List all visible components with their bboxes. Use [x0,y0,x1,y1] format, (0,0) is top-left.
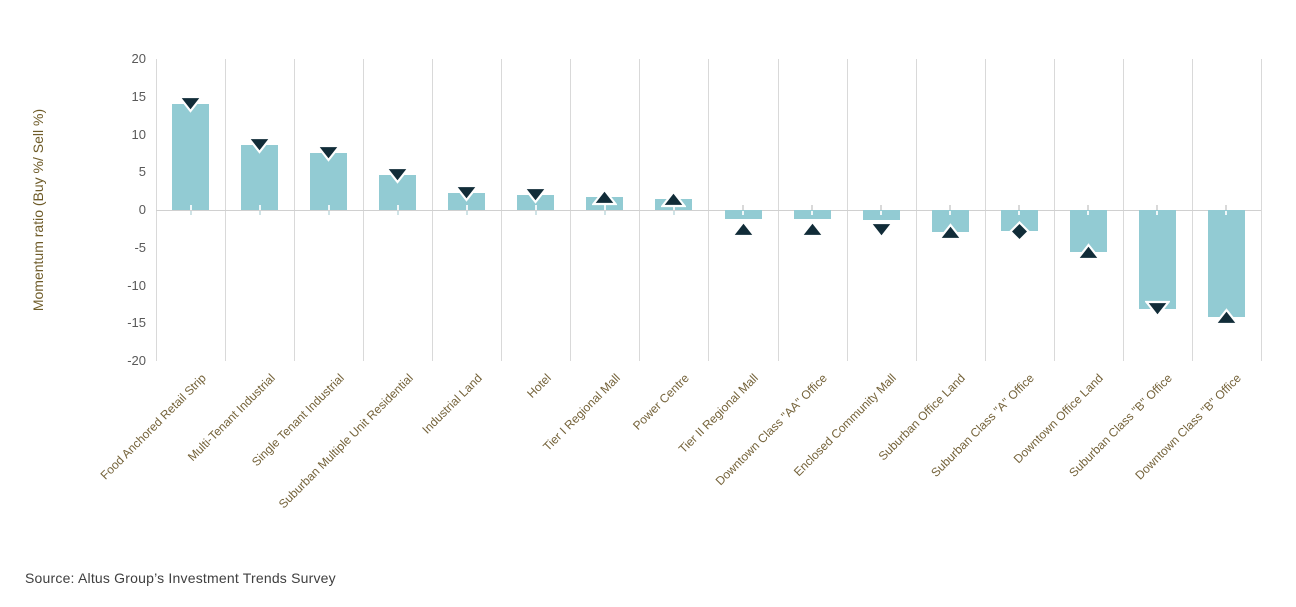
plot-gridline [1260,59,1262,361]
axis-tick [603,211,606,215]
axis-tick [742,211,744,215]
source-note: Source: Altus Group’s Investment Trends … [25,570,336,586]
axis-tick [327,211,330,215]
y-tick-label: -5 [134,239,146,255]
triangle-down-icon [246,136,273,154]
axis-tick [1087,205,1090,210]
category-label: Power Centre [630,371,692,433]
axis-tick [396,205,399,210]
bar [1000,210,1038,232]
triangle-down-icon [1144,300,1171,318]
bar-marker [315,144,342,162]
axis-tick [465,211,468,215]
bar-marker [177,95,204,114]
axis-tick [396,211,399,215]
y-tick-label: 15 [131,88,146,104]
bar [172,104,210,210]
bar-marker [1075,242,1102,261]
bar-marker [453,184,481,202]
bar-marker [522,186,550,204]
axis-tick [189,205,192,210]
bar-marker [1144,300,1171,318]
axis-tick [1225,205,1228,210]
y-tick-label: -20 [127,353,146,368]
triangle-up-icon [1075,242,1102,260]
axis-tick [189,211,192,215]
axis-tick [258,205,261,210]
bar [241,145,279,210]
triangle-down-icon [453,184,481,202]
y-tick-label: -15 [127,315,146,331]
axis-tick [1156,211,1159,215]
bar-marker [384,166,411,184]
category-label: Suburban Multiple Unit Residential [275,371,416,512]
axis-tick [811,205,814,210]
axis-tick [742,205,744,210]
axis-tick [534,211,537,215]
axis-tick [465,205,468,210]
category-label: Food Anchored Retail Strip [97,371,209,483]
bar-marker [591,188,619,206]
bar-marker [246,136,273,154]
y-tick-label: 0 [138,202,146,217]
axis-tick [1018,205,1021,210]
bar-marker [660,190,688,208]
triangle-up-icon [660,190,688,208]
axis-tick [1156,205,1159,210]
axis-tick [672,211,675,215]
bar-marker [1213,308,1240,326]
triangle-up-icon [1213,308,1240,326]
triangle-down-icon [384,166,411,184]
axis-tick [949,211,952,215]
triangle-down-icon [522,186,550,204]
category-label: Tier I Regional Mall [540,371,623,454]
axis-tick [880,205,883,210]
category-label: Industrial Land [419,371,485,437]
triangle-up-icon [798,220,826,238]
triangle-up-icon [936,223,964,240]
triangle-up-icon [591,188,619,206]
axis-tick [603,205,606,210]
category-label: Downtown Class "AA" Office [712,371,830,489]
y-tick-label: 10 [131,126,146,142]
y-tick-label: 20 [131,51,146,66]
axis-tick [1018,211,1021,215]
bar-marker [1008,220,1030,242]
y-tick-label: -10 [127,277,146,293]
bar [1138,210,1176,309]
y-tick-label: 5 [138,164,146,180]
axis-tick [1087,211,1090,215]
axis-tick [880,211,883,215]
triangle-up-icon [729,220,757,238]
bar [1207,210,1245,318]
bar-marker [936,223,964,241]
triangle-down-icon [177,96,204,114]
bar [931,210,969,232]
bar-marker [729,220,757,238]
diamond-icon [1008,220,1030,242]
bar-marker [867,221,895,239]
triangle-down-icon [867,221,895,239]
axis-tick [327,205,330,210]
bar-marker [798,220,826,238]
bar [310,152,348,210]
triangle-down-icon [315,144,342,162]
category-label: Hotel [524,371,554,401]
zero-axis-line [156,210,1261,211]
axis-tick [949,205,952,210]
axis-tick [534,205,537,210]
axis-tick [258,211,261,215]
axis-tick [1225,211,1228,215]
axis-tick [811,211,814,215]
